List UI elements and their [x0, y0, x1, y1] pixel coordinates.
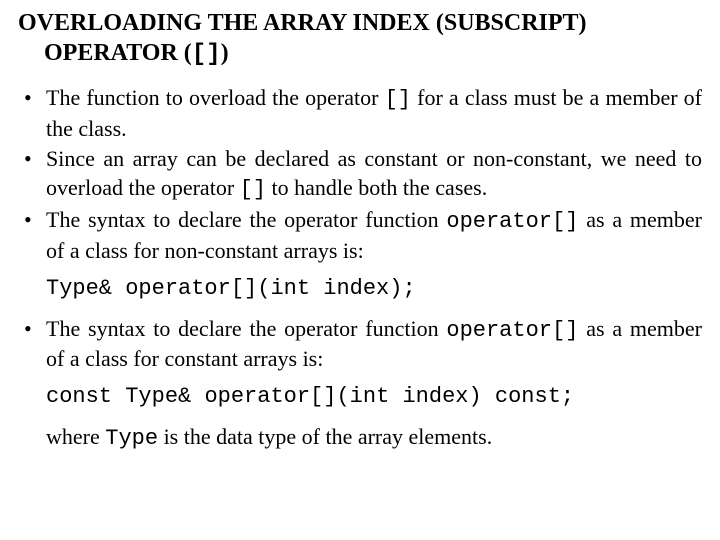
bullet-4-pre: The syntax to declare the operator funct… [46, 316, 446, 341]
code-nonconst: Type& operator[](int index); [46, 276, 702, 301]
bullet-3: The syntax to declare the operator funct… [22, 206, 702, 265]
bullet-3-code: operator[] [446, 209, 578, 234]
heading-line2-pre: OPERATOR ( [44, 40, 192, 66]
heading-line1: OVERLOADING THE ARRAY INDEX (SUBSCRIPT) [18, 10, 587, 36]
bullet-1-code: [] [385, 87, 411, 112]
code-const: const Type& operator[](int index) const; [46, 384, 702, 409]
heading-line2: OPERATOR ([]) [18, 38, 702, 70]
slide-heading: OVERLOADING THE ARRAY INDEX (SUBSCRIPT) … [18, 8, 702, 70]
bullet-4: The syntax to declare the operator funct… [22, 315, 702, 374]
bullet-3-pre: The syntax to declare the operator funct… [46, 207, 446, 232]
code2-type: Type& [125, 384, 204, 409]
bullet-1: The function to overload the operator []… [22, 84, 702, 143]
bullet-list-2: The syntax to declare the operator funct… [18, 315, 702, 374]
bullet-4-code: operator[] [446, 318, 578, 343]
bullet-2-post: to handle both the cases. [266, 175, 487, 200]
code1-type: Type& [46, 276, 125, 301]
bullet-list-1: The function to overload the operator []… [18, 84, 702, 266]
bullet-2: Since an array can be declared as consta… [22, 145, 702, 204]
slide-page: OVERLOADING THE ARRAY INDEX (SUBSCRIPT) … [0, 0, 720, 461]
code2-sig: operator[](int index) const; [204, 384, 574, 409]
heading-line2-post: ) [221, 40, 229, 66]
tail-post: is the data type of the array elements. [158, 424, 492, 449]
code2-const: const [46, 384, 125, 409]
bullet-2-code: [] [240, 177, 266, 202]
tail-code: Type [105, 426, 158, 451]
bullet-1-pre: The function to overload the operator [46, 85, 385, 110]
heading-line2-code: [] [192, 41, 221, 68]
code1-sig: operator[](int index); [125, 276, 415, 301]
tail-paragraph: where Type is the data type of the array… [46, 423, 702, 454]
tail-pre: where [46, 424, 105, 449]
